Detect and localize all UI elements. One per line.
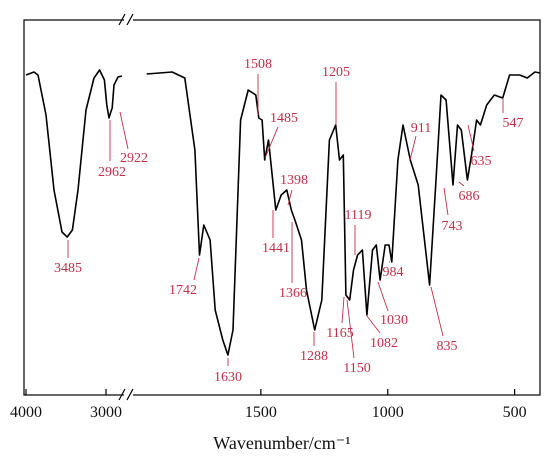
peak-label: 1288 (300, 349, 328, 364)
x-tick-label: 3000 (90, 404, 122, 421)
peak-label: 686 (459, 189, 480, 204)
annotation-leader (287, 189, 293, 206)
peak-label: 1742 (169, 283, 197, 298)
annotation-leader (341, 296, 345, 324)
spectrum-line (146, 71, 541, 356)
peak-label: 1630 (214, 370, 242, 385)
peak-label: 1485 (270, 111, 298, 126)
peak-label: 1205 (322, 65, 350, 80)
peak-label: 1165 (326, 326, 353, 341)
peak-label: 3485 (54, 261, 82, 276)
plot-frame (23, 19, 541, 396)
annotation-leader (366, 315, 381, 334)
peak-label: 835 (437, 339, 458, 354)
annotation-leader (193, 257, 200, 281)
annotation-leader (377, 281, 389, 312)
peak-label: 743 (442, 219, 463, 234)
peak-label: 547 (503, 116, 524, 131)
annotation-leader (458, 181, 465, 187)
x-tick-label: 500 (503, 404, 527, 421)
peak-label: 2962 (98, 165, 126, 180)
peak-label: 984 (383, 265, 404, 280)
break-gap-top (124, 14, 133, 26)
peak-label: 1366 (279, 286, 307, 301)
peak-label: 911 (411, 121, 431, 136)
peak-label: 1030 (380, 313, 408, 328)
break-marks (118, 13, 134, 401)
peak-label: 635 (471, 154, 492, 169)
break-gap-bottom (124, 389, 133, 401)
annotation-leader (409, 135, 417, 161)
annotation-leader (467, 124, 475, 152)
peak-label: 1082 (370, 336, 398, 351)
peak-label: 1398 (280, 173, 308, 188)
x-tick-label: 1000 (372, 404, 404, 421)
annotation-leader (119, 111, 129, 150)
annotation-leader (346, 299, 355, 359)
spectrum-line (25, 69, 123, 238)
annotation-leader (264, 126, 279, 159)
peak-label: 1119 (345, 208, 372, 223)
peak-label: 1150 (343, 361, 370, 376)
x-tick-label: 4000 (10, 404, 42, 421)
x-tick-label: 1500 (245, 404, 277, 421)
peak-label: 2922 (120, 151, 148, 166)
peak-label: 1508 (244, 57, 272, 72)
annotation-leader (430, 286, 444, 337)
peak-label: 1441 (262, 241, 290, 256)
annotation-leader (443, 187, 449, 216)
x-axis-label: Wavenumber/cm⁻¹ (213, 433, 350, 453)
